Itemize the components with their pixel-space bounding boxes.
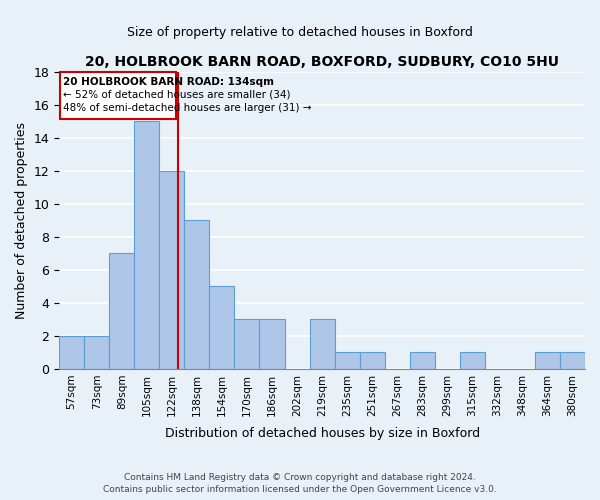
Bar <box>235 320 259 369</box>
Bar <box>184 220 209 369</box>
Bar <box>84 336 109 369</box>
Bar <box>134 121 160 369</box>
Text: 20 HOLBROOK BARN ROAD: 134sqm: 20 HOLBROOK BARN ROAD: 134sqm <box>64 76 274 86</box>
Bar <box>410 352 435 369</box>
Bar <box>560 352 585 369</box>
X-axis label: Distribution of detached houses by size in Boxford: Distribution of detached houses by size … <box>164 427 479 440</box>
Bar <box>335 352 359 369</box>
Bar <box>535 352 560 369</box>
Text: 48% of semi-detached houses are larger (31) →: 48% of semi-detached houses are larger (… <box>64 103 312 113</box>
Bar <box>160 170 184 369</box>
Text: Size of property relative to detached houses in Boxford: Size of property relative to detached ho… <box>127 26 473 39</box>
Bar <box>109 254 134 369</box>
Bar <box>310 320 335 369</box>
FancyBboxPatch shape <box>61 72 176 120</box>
Bar <box>460 352 485 369</box>
Bar <box>209 286 235 369</box>
Bar <box>259 320 284 369</box>
Title: 20, HOLBROOK BARN ROAD, BOXFORD, SUDBURY, CO10 5HU: 20, HOLBROOK BARN ROAD, BOXFORD, SUDBURY… <box>85 55 559 69</box>
Bar <box>59 336 84 369</box>
Y-axis label: Number of detached properties: Number of detached properties <box>15 122 28 318</box>
Text: Contains HM Land Registry data © Crown copyright and database right 2024.
Contai: Contains HM Land Registry data © Crown c… <box>103 473 497 494</box>
Bar <box>359 352 385 369</box>
Text: ← 52% of detached houses are smaller (34): ← 52% of detached houses are smaller (34… <box>64 90 291 100</box>
